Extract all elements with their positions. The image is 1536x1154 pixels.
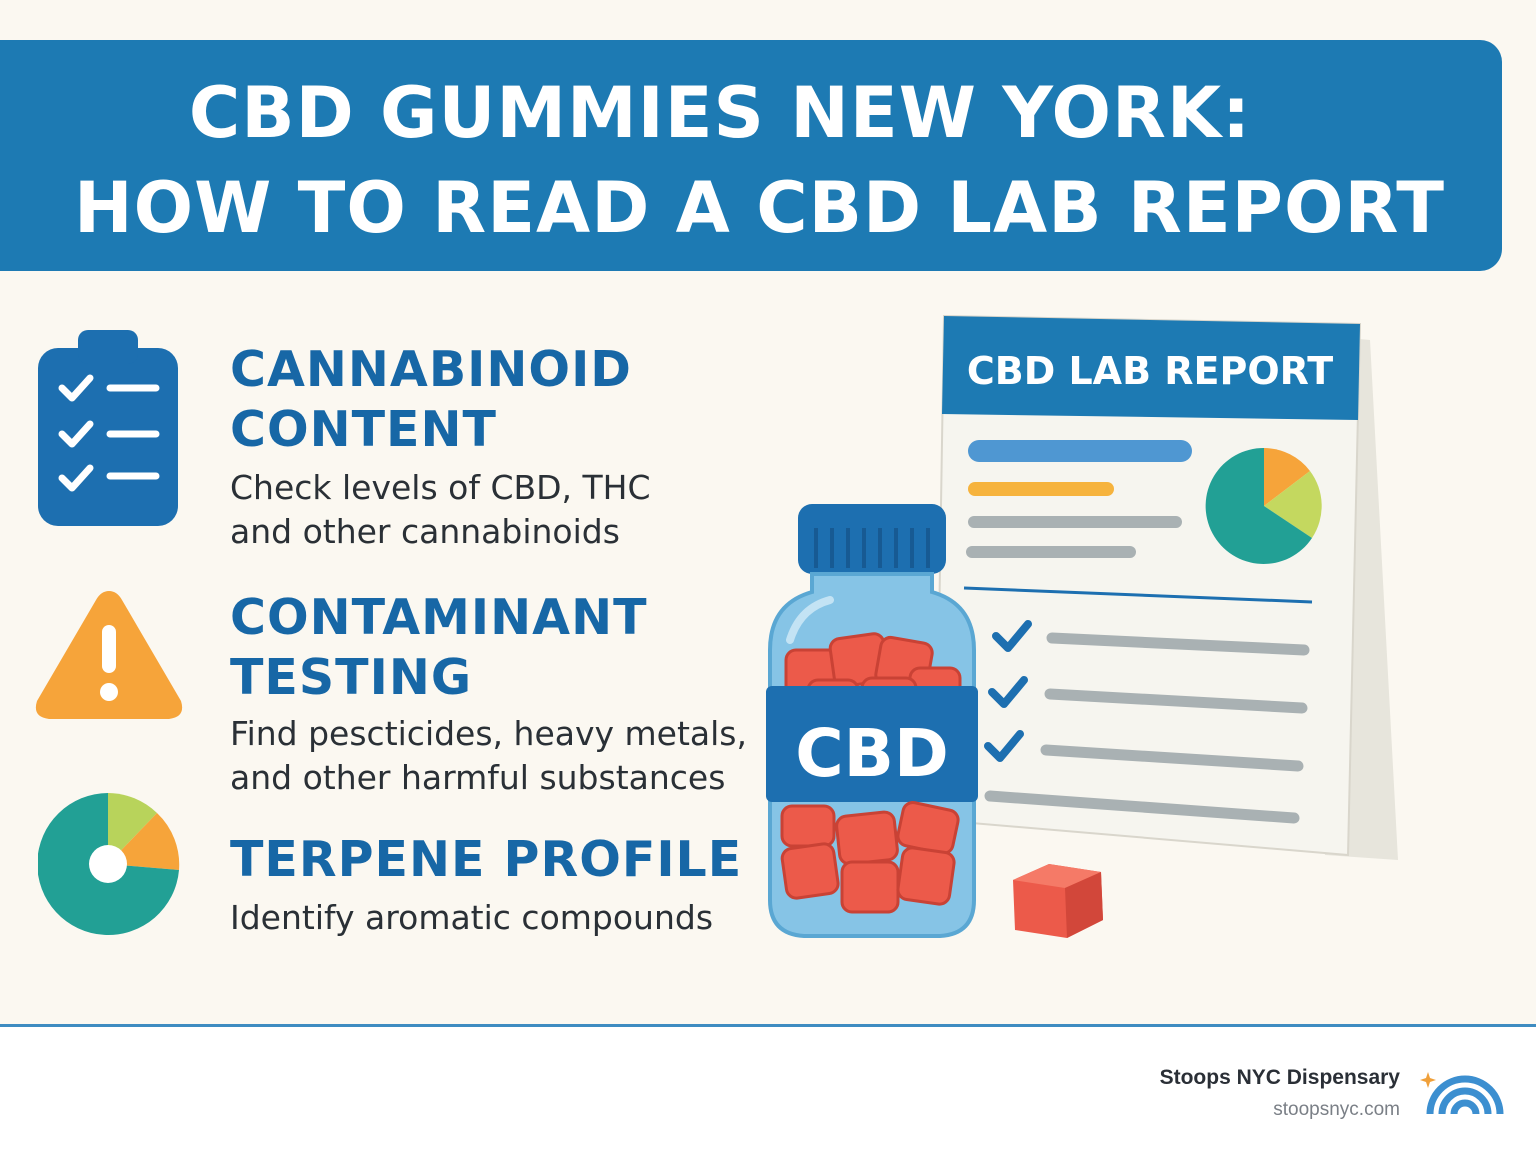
banner-title-line-2: HOW TO READ A CBD LAB REPORT	[74, 167, 1445, 249]
feature-title-terpene: TERPENE PROFILE	[230, 831, 743, 888]
lab-report-illustration: CBD LAB REPORT	[934, 314, 1398, 860]
feature-desc-terpene: Identify aromatic compounds	[230, 898, 714, 937]
gummy-cube-illustration	[1013, 864, 1103, 938]
feature-title-cannabinoid: CANNABINOID CONTENT	[230, 341, 632, 458]
rainbow-logo-icon	[1420, 1072, 1504, 1115]
feature-desc-contaminant: Find pescticides, heavy metals, and othe…	[230, 714, 747, 797]
bottle-label: CBD	[795, 715, 949, 792]
banner-title-line-1: CBD GUMMIES NEW YORK:	[188, 72, 1252, 154]
feature-title-contaminant: CONTAMINANT TESTING	[230, 589, 648, 706]
feature-desc-cannabinoid: Check levels of CBD, THC and other canna…	[230, 468, 651, 551]
donut-chart-icon	[38, 793, 180, 935]
report-title: CBD LAB REPORT	[967, 349, 1333, 393]
clipboard-checklist-icon	[38, 330, 178, 526]
brand-name: Stoops NYC Dispensary	[1159, 1066, 1400, 1089]
report-pie-chart-icon	[1205, 447, 1322, 564]
warning-triangle-icon	[35, 591, 183, 719]
footer-divider	[0, 1024, 1536, 1027]
footer	[0, 1027, 1536, 1154]
title-banner: CBD GUMMIES NEW YORK: HOW TO READ A CBD …	[0, 40, 1502, 271]
brand-url: stoopsnyc.com	[1273, 1099, 1400, 1120]
gummy-bottle-illustration: CBD	[766, 504, 978, 938]
